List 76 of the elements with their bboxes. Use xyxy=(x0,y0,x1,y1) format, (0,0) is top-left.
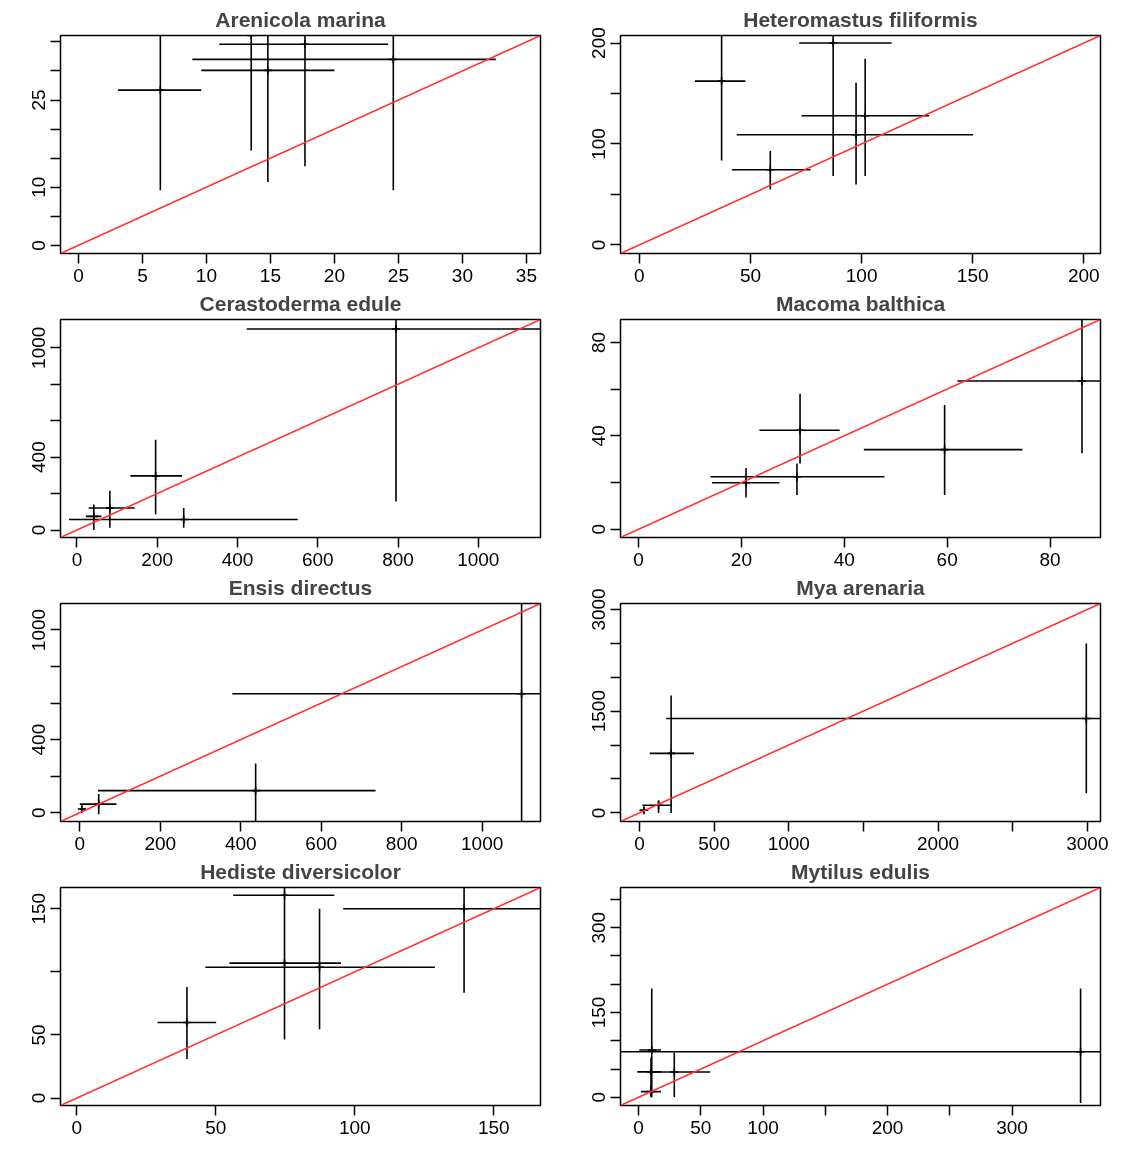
chart-title: Heteromastus filiformis xyxy=(743,7,978,31)
chart-title: Ensis directus xyxy=(228,575,373,599)
x-tick-label: 20 xyxy=(730,548,752,570)
x-tick-label: 0 xyxy=(73,264,84,286)
x-tick-label: 200 xyxy=(141,548,174,570)
y-tick-label: 0 xyxy=(588,807,610,819)
x-tick-label: 0 xyxy=(74,832,86,854)
y-tick-label: 40 xyxy=(588,425,610,447)
x-tick-label: 80 xyxy=(1039,548,1061,570)
x-tick-label: 800 xyxy=(385,832,418,854)
chart-title: Arenicola marina xyxy=(215,7,387,31)
y-tick-label: 0 xyxy=(28,1092,50,1104)
x-tick-label: 10 xyxy=(195,264,217,286)
y-tick-label: 0 xyxy=(28,807,50,819)
x-tick-label: 15 xyxy=(259,264,281,286)
x-tick-label: 100 xyxy=(747,1116,779,1138)
x-tick-label: 35 xyxy=(515,264,537,286)
x-tick-label: 60 xyxy=(936,548,958,570)
x-tick-label: 150 xyxy=(477,1116,510,1138)
y-tick-label: 300 xyxy=(588,911,610,944)
x-tick-label: 3000 xyxy=(1066,832,1109,854)
x-tick-label: 0 xyxy=(71,1116,83,1138)
y-tick-label: 200 xyxy=(588,27,610,59)
chart-title: Macoma balthica xyxy=(775,291,946,315)
y-tick-label: 0 xyxy=(28,240,50,251)
y-tick-label: 3000 xyxy=(588,588,610,631)
y-tick-label: 1000 xyxy=(28,608,50,652)
x-tick-label: 600 xyxy=(305,832,338,854)
x-tick-label: 25 xyxy=(387,264,409,286)
x-tick-label: 50 xyxy=(690,1116,712,1138)
x-tick-label: 50 xyxy=(205,1116,227,1138)
x-tick-label: 200 xyxy=(1067,264,1100,286)
x-tick-label: 100 xyxy=(845,264,878,286)
x-tick-label: 200 xyxy=(871,1116,904,1138)
x-tick-label: 200 xyxy=(144,832,177,854)
y-tick-label: 50 xyxy=(28,1024,50,1046)
x-tick-label: 20 xyxy=(323,264,345,286)
x-tick-label: 30 xyxy=(451,264,473,286)
x-tick-label: 300 xyxy=(996,1116,1028,1138)
x-tick-label: 100 xyxy=(338,1116,371,1138)
y-tick-label: 400 xyxy=(28,441,50,473)
x-tick-label: 1000 xyxy=(767,832,810,854)
chart-title: Hediste diversicolor xyxy=(200,859,401,883)
x-tick-label: 150 xyxy=(956,264,989,286)
x-tick-label: 1000 xyxy=(457,548,500,570)
x-tick-label: 800 xyxy=(382,548,414,570)
x-tick-label: 0 xyxy=(633,1116,644,1138)
y-tick-label: 150 xyxy=(28,892,50,925)
x-tick-label: 0 xyxy=(634,264,645,286)
chart-title: Cerastoderma edule xyxy=(199,291,402,315)
x-tick-label: 400 xyxy=(221,548,254,570)
x-tick-label: 600 xyxy=(301,548,334,570)
y-tick-label: 1500 xyxy=(588,690,610,733)
y-tick-label: 0 xyxy=(588,239,610,251)
y-tick-label: 100 xyxy=(588,128,610,160)
y-tick-label: 0 xyxy=(588,1092,610,1103)
x-tick-label: 400 xyxy=(224,832,257,854)
y-tick-label: 10 xyxy=(28,176,50,198)
y-tick-label: 150 xyxy=(588,996,610,1029)
y-tick-label: 1000 xyxy=(28,326,50,369)
x-tick-label: 5 xyxy=(137,264,148,286)
x-tick-label: 0 xyxy=(634,832,645,854)
x-tick-label: 0 xyxy=(71,548,83,570)
y-tick-label: 0 xyxy=(28,524,50,536)
y-tick-label: 25 xyxy=(28,89,50,111)
y-tick-label: 0 xyxy=(588,524,610,535)
x-tick-label: 500 xyxy=(698,832,730,854)
x-tick-label: 1000 xyxy=(461,832,504,854)
chart-title: Mytilus edulis xyxy=(791,859,930,883)
y-tick-label: 400 xyxy=(28,723,50,756)
chart-title: Mya arenaria xyxy=(796,575,926,599)
x-tick-label: 2000 xyxy=(916,832,960,854)
x-tick-label: 50 xyxy=(739,264,762,286)
y-tick-label: 80 xyxy=(588,331,610,353)
x-tick-label: 0 xyxy=(633,548,644,570)
x-tick-label: 40 xyxy=(833,548,855,570)
